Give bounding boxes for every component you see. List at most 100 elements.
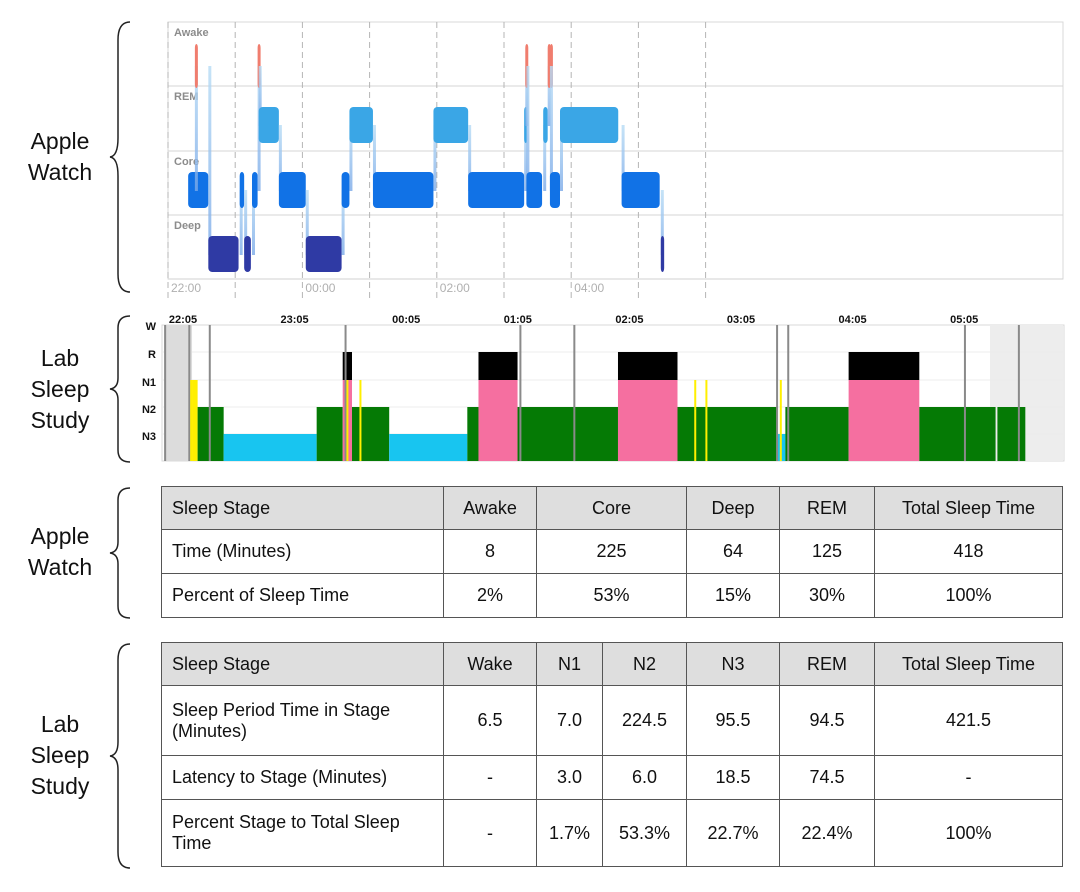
stage-connector (468, 125, 472, 191)
table-cell: Sleep Period Time in Stage (Minutes) (161, 685, 444, 756)
table-header: Total Sleep Time (874, 642, 1063, 686)
table-cell: 15% (686, 573, 780, 618)
lab-stage-bar-n1 (192, 380, 198, 461)
stage-connector (526, 66, 530, 191)
lab-stage-bar-n2 (316, 407, 343, 461)
lab-stage-bar-r (848, 352, 920, 380)
table-cell: Latency to Stage (Minutes) (161, 755, 444, 800)
lab-stats-table: Sleep Stage Wake N1 N2 N3 REM Total Slee… (161, 642, 1063, 867)
table-header: Awake (443, 486, 537, 530)
label-line: Study (30, 773, 90, 799)
x-tick-label: 01:05 (504, 314, 532, 326)
label-line: Sleep (30, 742, 90, 768)
table-cell: 2% (443, 573, 537, 618)
watch-stage-bar-awake (194, 44, 198, 88)
table-header: Deep (686, 486, 780, 530)
watch-stage-bar-rem (349, 107, 373, 143)
watch-stage-bar-core (468, 172, 525, 208)
lab-wake-marker (344, 325, 347, 461)
watch-stage-bar-core (621, 172, 660, 208)
lab-n1-marker (694, 380, 697, 461)
x-tick-label: 02:05 (615, 314, 643, 326)
watch-stage-bar-deep (305, 236, 342, 272)
apple-watch-section-label-table: Apple Watch (10, 521, 110, 583)
lab-n1-marker (346, 380, 349, 461)
apple-watch-chart: Awake REM Core Deep 22:00 00:00 02:00 04:00 (167, 21, 1064, 300)
table-cell: 6.0 (602, 755, 687, 800)
stage-connector (549, 66, 553, 191)
lab-wake-marker (1017, 325, 1020, 461)
table-header: N2 (602, 642, 687, 686)
label-line: Apple (30, 523, 90, 549)
stage-connector (239, 190, 243, 255)
table-header: Total Sleep Time (874, 486, 1063, 530)
lab-stage-bar-r (478, 352, 518, 380)
apple-watch-section-label-top: Apple Watch (10, 126, 110, 188)
x-tick-label: 05:05 (950, 314, 978, 326)
y-axis-label: N2 (142, 404, 156, 416)
table-cell: 22.7% (686, 799, 780, 867)
x-tick-label: 22:00 (171, 281, 201, 295)
table-cell: 64 (686, 529, 780, 574)
x-tick-label: 22:05 (169, 314, 197, 326)
table-row: Percent of Sleep Time 2% 53% 15% 30% 100… (161, 573, 1063, 618)
x-tick-label: 04:00 (574, 281, 604, 295)
table-cell: 30% (779, 573, 875, 618)
table-header: REM (779, 642, 875, 686)
watch-stage-bar-core (252, 172, 258, 208)
watch-stage-bar-rem (433, 107, 469, 143)
table-row: Time (Minutes) 8 225 64 125 418 (161, 529, 1063, 574)
lab-stage-bar-r (617, 352, 678, 380)
lab-stage-bar-n2 (517, 407, 618, 461)
table-header: Sleep Stage (161, 486, 444, 530)
watch-stage-bar-core (239, 172, 245, 208)
lab-stage-bar-r-fill (848, 380, 920, 461)
lab-n1-marker (705, 380, 708, 461)
watch-stage-bar-core (188, 172, 209, 208)
stage-connector (341, 190, 345, 255)
table-header: N1 (536, 642, 603, 686)
apple-watch-stats-table: Sleep Stage Awake Core Deep REM Total Sl… (161, 486, 1063, 618)
watch-stage-bar-core (549, 172, 560, 208)
label-line: Study (30, 407, 90, 433)
y-axis-label: N1 (142, 377, 156, 389)
table-cell: 95.5 (686, 685, 780, 756)
label-line: Apple (30, 128, 90, 154)
label-line: Lab (40, 345, 80, 371)
x-tick-label: 00:00 (305, 281, 335, 295)
lab-stage-bar-n2 (785, 407, 849, 461)
lab-stage-bar-r-fill (478, 380, 518, 461)
watch-stage-bar-core (526, 172, 543, 208)
table-header: Sleep Stage (161, 642, 444, 686)
stage-connector (560, 125, 563, 191)
table-cell: Time (Minutes) (161, 529, 444, 574)
table-cell: 6.5 (443, 685, 537, 756)
x-tick-label: 00:05 (392, 314, 420, 326)
stage-connector (349, 125, 353, 191)
table-cell: 18.5 (686, 755, 780, 800)
watch-stage-bar-deep (208, 236, 239, 272)
table-cell: Percent Stage to Total Sleep Time (161, 799, 444, 867)
table-cell: 421.5 (874, 685, 1063, 756)
stage-connector (543, 125, 547, 191)
stage-connector (305, 190, 309, 255)
table-cell: - (874, 755, 1063, 800)
stage-connector (547, 66, 551, 126)
label-line: Watch (27, 159, 93, 185)
watch-stage-bar-core (341, 172, 350, 208)
lab-stage-bar-n3 (389, 434, 468, 461)
stage-connector (524, 125, 528, 191)
table-row: Latency to Stage (Minutes) - 3.0 6.0 18.… (161, 755, 1063, 800)
brace-lab-table (109, 643, 131, 869)
table-cell: - (443, 755, 537, 800)
y-axis-label: Deep (174, 220, 201, 232)
table-cell: 53% (536, 573, 687, 618)
table-header: Core (536, 486, 687, 530)
brace-lab-chart (109, 315, 131, 463)
lab-wake-marker (787, 325, 790, 461)
lab-n1-marker (779, 380, 782, 461)
watch-stage-bar-rem (543, 107, 548, 143)
stage-connector (194, 66, 198, 191)
label-line: Sleep (30, 376, 90, 402)
brace-watch-chart (109, 21, 131, 293)
